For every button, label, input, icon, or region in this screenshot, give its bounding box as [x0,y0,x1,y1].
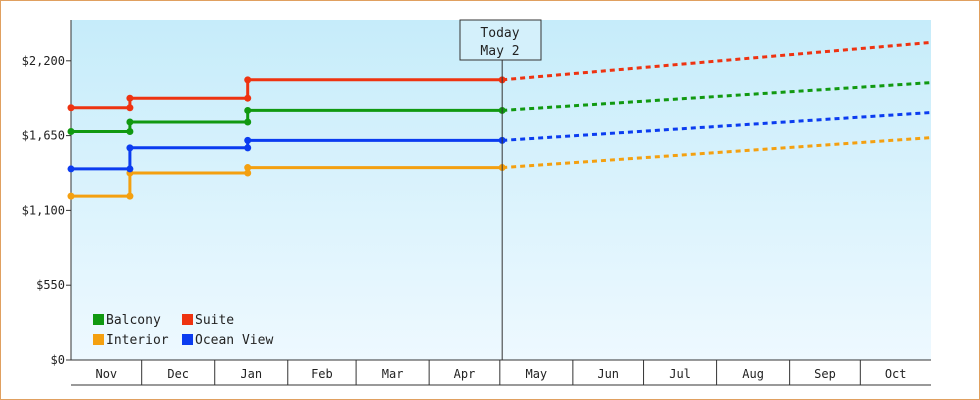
month-label: Dec [167,367,189,381]
today-marker: Today May 2 [459,19,542,360]
series-point [67,165,75,173]
series-line-history [71,108,503,133]
legend-swatch [182,314,193,325]
series-line-history [71,138,503,171]
series-point [126,104,134,112]
y-tick-label: $2,200 [22,54,65,68]
month-label: May [525,367,547,381]
y-tick-label: $550 [36,278,65,292]
y-tick-label: $1,100 [22,203,65,217]
legend-label: Balcony [106,313,161,328]
series-layer [67,40,932,200]
series-line-history [71,78,503,110]
y-tick-label: $1,650 [22,129,65,143]
series-point [67,104,75,112]
plot-background [71,20,931,360]
series-point [244,169,252,177]
series-point [126,94,134,102]
today-date: May 2 [480,44,519,59]
month-label: Jul [669,367,691,381]
series-point [126,165,134,173]
series-point [126,118,134,126]
month-label: Feb [311,367,333,381]
series-point [244,118,252,126]
legend-label: Suite [195,313,234,328]
month-label: Jan [240,367,262,381]
today-box [459,19,542,61]
series-point [244,136,252,144]
series-point [126,128,134,136]
month-label: Mar [382,367,404,381]
series-point [126,144,134,152]
series-point [67,192,75,200]
legend-swatch [182,334,193,345]
month-label: Aug [742,367,764,381]
legend-swatch [93,334,104,345]
series-point [244,144,252,152]
y-tick-label: $0 [51,353,65,367]
month-label: Sep [814,367,836,381]
series-point [126,192,134,200]
month-label: Apr [454,367,476,381]
series-point [244,94,252,102]
legend-swatch [93,314,104,325]
series-point [67,128,75,136]
series-line-history [71,166,503,198]
series-point [244,164,252,172]
series-point [244,76,252,84]
month-label: Oct [885,367,907,381]
series-point [244,106,252,114]
month-label: Jun [597,367,619,381]
legend-label: Ocean View [195,333,273,348]
axes: $0 $550 $1,100 $1,650 $2,200 Nov Dec Jan Feb Mar A… [22,20,931,386]
legend: Balcony Suite Interior Ocean View [93,313,273,348]
month-label: Nov [95,367,117,381]
legend-label: Interior [106,333,169,348]
today-label: Today [480,26,519,41]
